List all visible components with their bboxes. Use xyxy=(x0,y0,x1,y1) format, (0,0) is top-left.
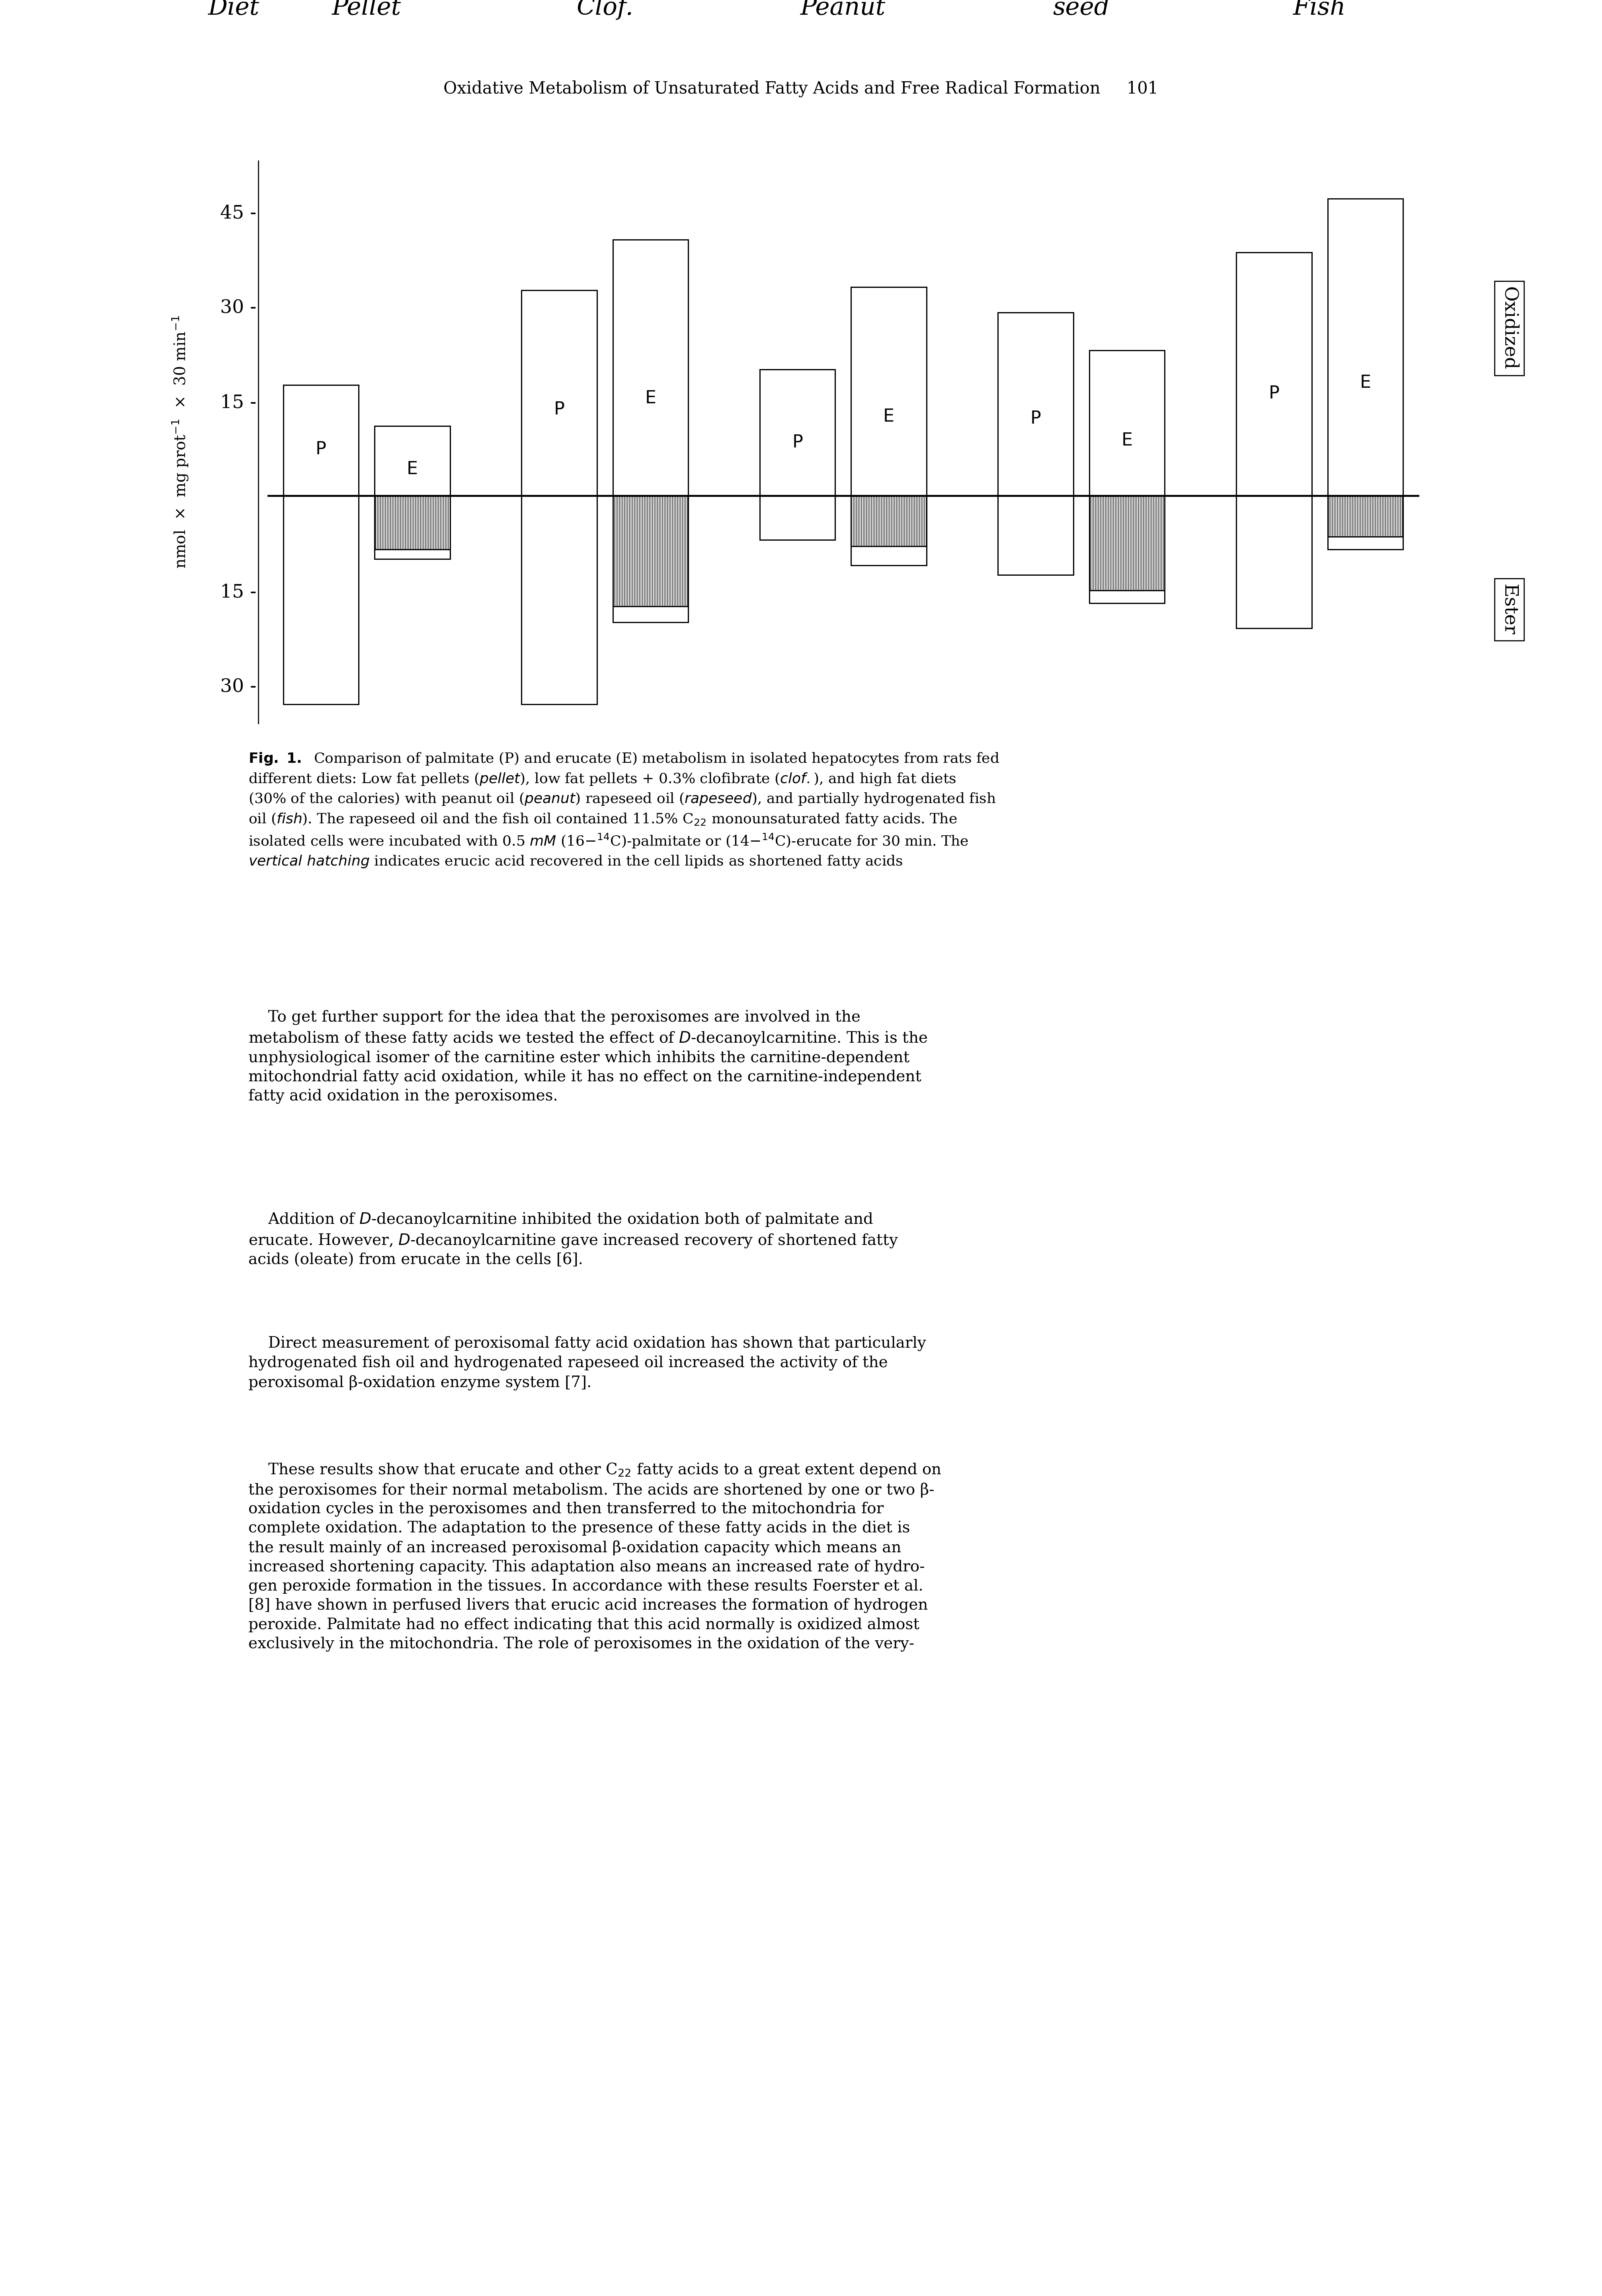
Bar xyxy=(851,496,926,546)
Bar xyxy=(522,289,598,496)
Bar xyxy=(998,312,1073,496)
Bar xyxy=(375,427,450,496)
Bar xyxy=(614,496,689,606)
Text: $\mathbf{Fig.\ 1.}$  Comparison of palmitate (P) and erucate (E) metabolism in i: $\mathbf{Fig.\ 1.}$ Comparison of palmit… xyxy=(248,751,1000,870)
Bar xyxy=(1328,200,1403,496)
Text: E: E xyxy=(883,409,894,425)
Text: Oxidative Metabolism of Unsaturated Fatty Acids and Free Radical Formation     1: Oxidative Metabolism of Unsaturated Fatt… xyxy=(444,80,1158,96)
Bar xyxy=(375,496,450,549)
Bar xyxy=(614,239,689,496)
Bar xyxy=(522,496,598,705)
Text: E: E xyxy=(407,461,418,478)
Text: E: E xyxy=(646,390,657,406)
Text: These results show that erucate and other C$_{22}$ fatty acids to a great extent: These results show that erucate and othe… xyxy=(248,1460,942,1651)
Text: P: P xyxy=(1030,411,1041,427)
Text: P: P xyxy=(791,434,803,452)
Bar xyxy=(284,496,359,705)
Text: P: P xyxy=(554,402,564,418)
Bar xyxy=(998,496,1073,574)
Text: Ester: Ester xyxy=(1499,583,1519,636)
Bar xyxy=(1089,496,1165,590)
Bar xyxy=(1328,496,1403,549)
Bar xyxy=(1089,496,1165,604)
Bar xyxy=(1237,496,1312,629)
Text: Rape
seed: Rape seed xyxy=(1049,0,1113,21)
Bar xyxy=(759,370,835,496)
Text: Peanut: Peanut xyxy=(801,0,886,21)
Bar xyxy=(759,496,835,540)
Text: Direct measurement of peroxisomal fatty acid oxidation has shown that particular: Direct measurement of peroxisomal fatty … xyxy=(248,1336,926,1389)
Text: E: E xyxy=(1121,432,1133,450)
Text: E: E xyxy=(1360,374,1371,390)
Text: To get further support for the idea that the peroxisomes are involved in the
met: To get further support for the idea that… xyxy=(248,1010,928,1104)
Bar xyxy=(1237,253,1312,496)
Y-axis label: nmol  ×  mg prot$^{-1}$  ×  30 min$^{-1}$: nmol × mg prot$^{-1}$ × 30 min$^{-1}$ xyxy=(171,315,189,569)
Text: Oxidized: Oxidized xyxy=(1499,287,1519,370)
Text: Diet: Diet xyxy=(208,0,260,21)
Bar xyxy=(1328,496,1403,537)
Bar xyxy=(614,496,689,622)
Text: Addition of $D$-decanoylcarnitine inhibited the oxidation both of palmitate and
: Addition of $D$-decanoylcarnitine inhibi… xyxy=(248,1212,899,1267)
Text: Clof.: Clof. xyxy=(577,0,633,21)
Bar xyxy=(375,496,450,558)
Bar xyxy=(851,287,926,496)
Text: P: P xyxy=(316,441,327,457)
Text: Pellet: Pellet xyxy=(332,0,402,21)
Bar xyxy=(284,386,359,496)
Bar xyxy=(1089,351,1165,496)
Text: P: P xyxy=(1269,386,1280,402)
Text: Fish: Fish xyxy=(1293,0,1346,21)
Bar xyxy=(851,496,926,565)
